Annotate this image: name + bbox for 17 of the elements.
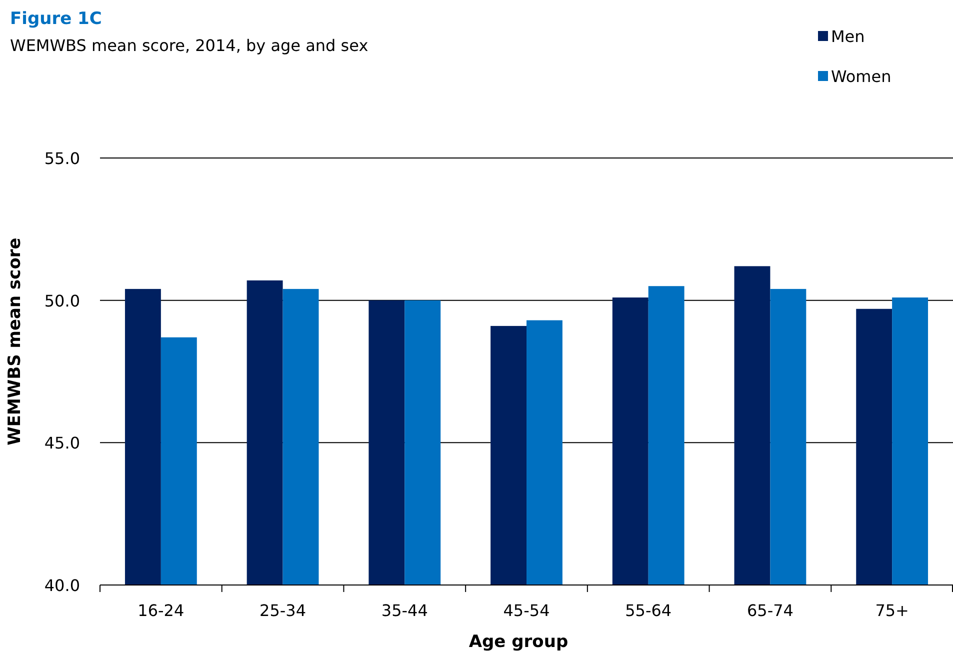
- y-tick-label: 40.0: [44, 576, 80, 595]
- y-tick-label: 50.0: [44, 291, 80, 310]
- legend-label: Men: [831, 27, 865, 46]
- y-tick-label: 55.0: [44, 149, 80, 168]
- x-tick-label: 65-74: [746, 601, 794, 620]
- x-tick-label: 45-54: [503, 601, 550, 620]
- x-tick-label: 16-24: [138, 601, 184, 620]
- y-axis-title: WEMWBS mean score: [5, 238, 25, 446]
- y-tick-label: 45.0: [44, 434, 80, 453]
- x-tick-label: 55-64: [625, 601, 672, 620]
- chart-title: Figure 1C: [10, 9, 102, 29]
- x-tick-label: 75+: [875, 601, 909, 620]
- x-tick-label: 25-34: [260, 601, 306, 620]
- chart-subtitle: WEMWBS mean score, 2014, by age and sex: [10, 36, 368, 55]
- x-tick-label: 35-44: [381, 601, 428, 620]
- x-axis-title: Age group: [468, 632, 568, 652]
- legend-label: Women: [831, 67, 892, 86]
